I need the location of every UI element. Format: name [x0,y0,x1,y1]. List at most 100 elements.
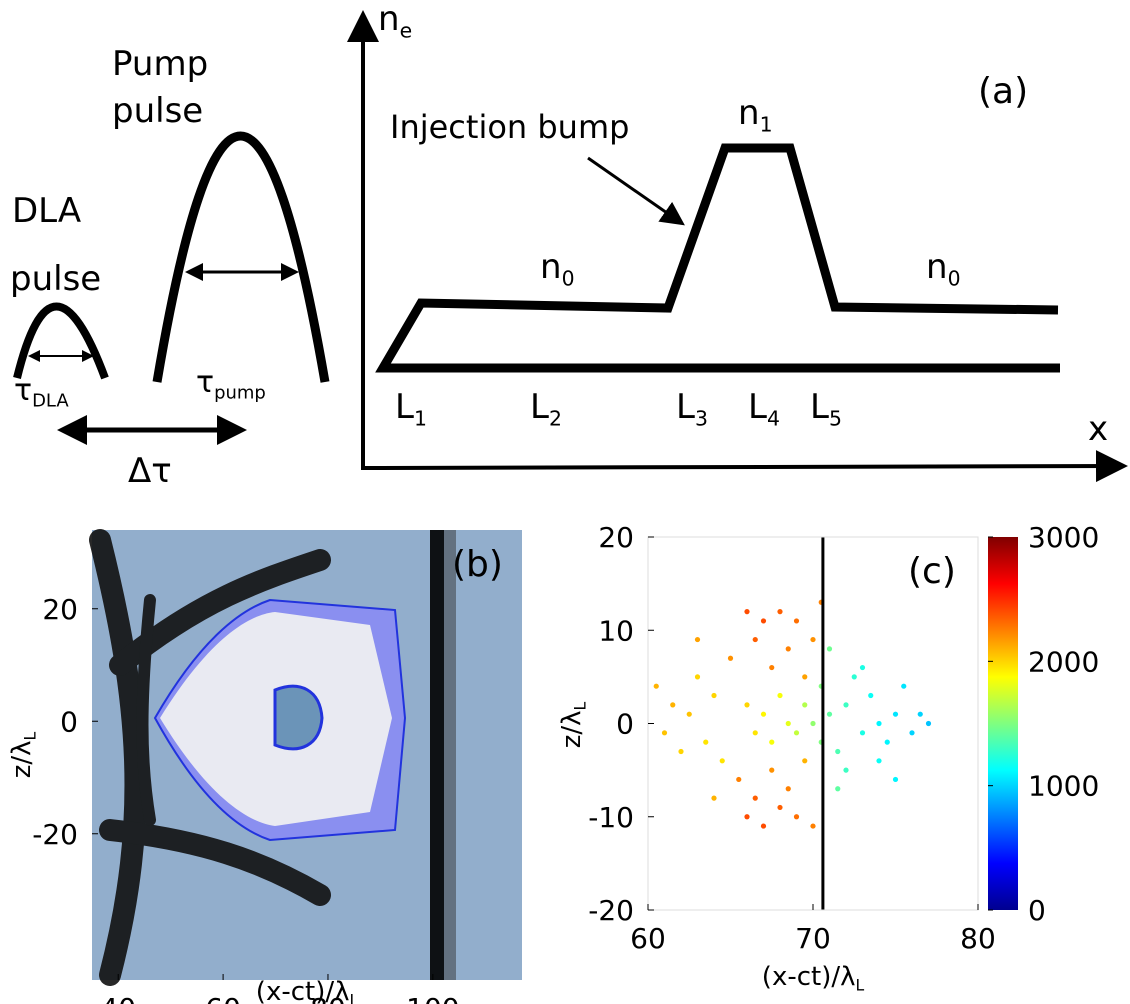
injection-arrow [587,156,685,226]
scatter-point [719,758,725,764]
dark-filament [136,594,156,826]
scatter-point [736,776,742,783]
y-tick-label: 0 [616,708,634,741]
scatter-point [793,730,800,736]
y-tick-label: 20 [42,593,78,626]
scatter-point [851,674,857,680]
x-tick-label: 80 [960,922,996,955]
panel-label: (a) [978,71,1028,112]
density-label: n1 [738,93,773,136]
tau-label-sub: DLA [32,391,69,412]
y-axis-label: z/λL [7,731,40,778]
scatter-point [925,720,932,727]
ne-label-sub: e [400,18,413,42]
y-tick-label: 0 [60,705,78,738]
y-axis-label-main: z/λ [7,740,37,778]
colorbar-tick-label: 0 [1028,894,1046,927]
x-tick-label: 60 [205,992,241,1004]
tau-label-main: τ [14,373,32,408]
scatter-point [769,767,775,773]
scatter-point [744,702,750,708]
position-label-sub: 5 [829,406,842,430]
scatter-point [777,609,783,615]
position-label: L5 [810,387,842,430]
scatter-point [859,730,866,736]
density-profile [375,143,1060,373]
x-axis-label-sub: L [350,992,359,1004]
scatter-point [785,646,791,652]
position-label-main: L [748,387,767,427]
scatter-point [785,720,791,727]
colorbar-tick-label: 2000 [1028,645,1099,678]
position-label: L2 [530,387,562,430]
position-label: L4 [748,387,780,430]
panel-a [13,10,1128,483]
scatter-point [843,767,849,773]
density-label: n0 [926,247,961,290]
density-label-sub: 1 [760,112,773,136]
dla-label: pulse [10,259,101,299]
scatter-point [909,730,915,736]
density-label-main: n [540,247,562,287]
scatter-point [744,814,750,820]
density-label-main: n [738,93,760,133]
y-axis-label-main: z/λ [557,710,587,748]
scatter-point [653,683,659,689]
tau-label: τDLA [14,373,69,412]
pump-label: pulse [112,91,203,131]
tau-label: τpump [196,365,266,404]
pump-label: Pump [112,44,208,84]
x-tick-label: 80 [310,992,346,1004]
scatter-point [810,823,816,829]
scatter-point [769,664,775,671]
scatter-point [711,795,717,801]
dark-filament [99,819,331,906]
scatter-point [703,739,709,745]
y-tick-label: -20 [32,818,78,851]
scatter-point [785,786,791,792]
y-tick-label: -20 [588,894,634,927]
ne-label: ne [378,0,412,42]
position-label-sub: 2 [549,406,562,430]
scatter-point [777,692,783,699]
position-label-sub: 4 [767,406,780,430]
colorbar [988,537,1018,910]
scatter-point [744,609,750,615]
scatter-point [826,711,833,717]
scatter-point [802,674,808,680]
injection-label: Injection bump [390,108,629,146]
scatter-point [835,786,841,792]
scatter-point [901,683,907,689]
scatter-point [892,776,899,783]
scatter-point [760,711,767,717]
density-label-sub: 0 [562,266,575,290]
y-axis-label: z/λL [557,701,590,748]
scatter-point [694,674,701,680]
panel-label: (b) [452,544,503,585]
colorbar-tick-label: 3000 [1028,521,1099,554]
scatter-point [752,795,758,801]
x-tick-label: 60 [630,922,666,955]
scatter-point [884,739,890,745]
dla-label: DLA [12,191,81,231]
scatter-point [670,702,676,708]
position-label: L1 [395,387,427,430]
scatter-point [802,758,808,764]
scatter-point [876,720,882,727]
density-label-main: n [926,247,948,287]
position-label-sub: 1 [414,406,427,430]
scatter-point [760,823,767,829]
colorbar-tick-label: 1000 [1028,770,1099,803]
scatter-point [678,748,684,755]
position-label-main: L [530,387,549,427]
scatter-point [868,692,874,699]
x-tick-label: 40 [100,992,136,1004]
scatter-point [835,748,841,755]
pump-pulse [152,131,330,383]
scatter-point [793,618,800,624]
y-tick-label: 10 [598,614,634,647]
tau-label-main: τ [196,365,214,400]
x-axis-label: (x-ct)/λL [762,962,865,995]
density-label-sub: 0 [948,266,961,290]
